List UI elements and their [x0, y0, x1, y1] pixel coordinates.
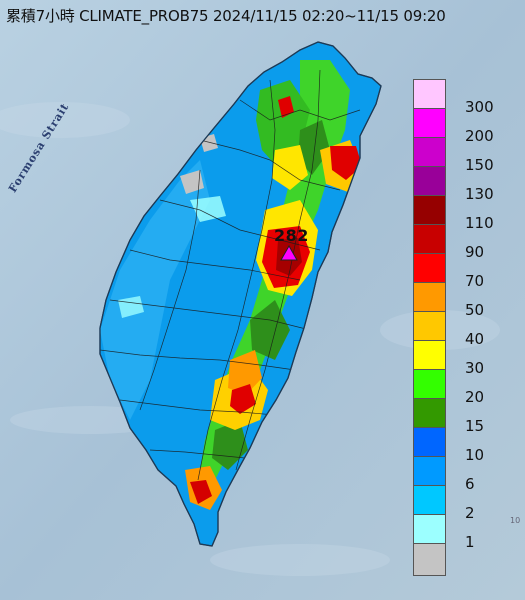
legend-label: 130 — [465, 185, 494, 203]
legend-label: 200 — [465, 127, 494, 145]
legend-label: 300 — [465, 98, 494, 116]
corner-scale-mark: 10 — [510, 516, 521, 525]
legend-swatch — [413, 108, 446, 141]
legend-label: 110 — [465, 214, 494, 232]
max-rainfall-marker — [280, 244, 298, 261]
legend-label: 30 — [465, 359, 485, 377]
legend-swatch — [413, 398, 446, 431]
legend-label: 150 — [465, 156, 494, 174]
legend-label: 2 — [465, 504, 475, 522]
legend-label: 6 — [465, 475, 475, 493]
legend-swatch — [413, 369, 446, 402]
legend-label: 90 — [465, 243, 485, 261]
max-rainfall-label: 282 — [274, 226, 309, 245]
legend-swatch — [413, 514, 446, 547]
legend-label: 50 — [465, 301, 485, 319]
legend-swatch — [413, 253, 446, 286]
legend-swatch — [413, 282, 446, 315]
legend-swatch — [413, 79, 446, 112]
rainfall-legend: 300 200 150 130 110 90 70 50 40 30 20 15… — [413, 79, 523, 576]
legend-label: 20 — [465, 388, 485, 406]
map-title: 累積7小時 CLIMATE_PROB75 2024/11/15 02:20~11… — [6, 7, 446, 25]
legend-swatch — [413, 456, 446, 489]
legend-label: 70 — [465, 272, 485, 290]
legend-label: 40 — [465, 330, 485, 348]
legend-swatch — [413, 311, 446, 344]
legend-label: 10 — [465, 446, 485, 464]
legend-label: 1 — [465, 533, 475, 551]
legend-swatch — [413, 195, 446, 228]
legend-swatch — [413, 543, 446, 576]
legend-swatch — [413, 166, 446, 199]
legend-label: 15 — [465, 417, 485, 435]
